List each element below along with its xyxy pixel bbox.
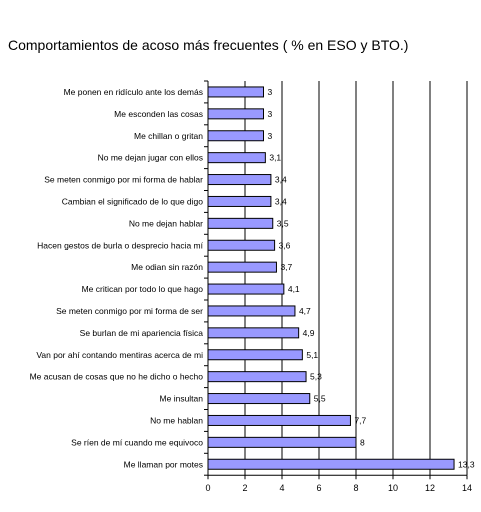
value-label: 3 [268, 109, 273, 119]
category-label: No me hablan [150, 415, 203, 425]
x-tick-label: 8 [353, 483, 358, 493]
category-label: Me odian sin razón [131, 262, 203, 272]
chart-title: Comportamientos de acoso más frecuentes … [8, 37, 409, 53]
bar [207, 195, 272, 207]
x-tick-label: 12 [425, 483, 435, 493]
category-label: No me dejan jugar con ellos [98, 153, 203, 163]
bar [207, 327, 300, 339]
value-labels: 3 3 3 3,1 3,4 3,4 3,5 3,6 3,7 4,1 4,7 4,9 5,1 5,3 5,5 7… [268, 87, 475, 469]
bar [207, 130, 264, 142]
x-tick-label: 10 [388, 483, 398, 493]
category-label: Me insultan [160, 394, 204, 404]
value-label: 3,4 [275, 196, 287, 206]
x-axis: 0 2 4 6 8 10 12 14 [204, 80, 472, 493]
value-label: 5,5 [314, 394, 326, 404]
bar [207, 371, 307, 383]
value-label: 3,4 [275, 175, 287, 185]
category-label: Me llaman por motes [124, 459, 203, 469]
value-label: 3,1 [269, 153, 281, 163]
category-label: Se ríen de mí cuando me equivoco [71, 437, 203, 447]
bar [207, 414, 351, 426]
value-label: 5,3 [310, 372, 322, 382]
category-label: Van por ahí contando mentiras acerca de … [36, 350, 203, 360]
category-label: No me dejan hablar [129, 218, 203, 228]
value-label: 3 [268, 131, 273, 141]
value-label: 8 [360, 437, 365, 447]
bar [207, 152, 266, 164]
x-tick-label: 6 [316, 483, 321, 493]
value-label: 3,5 [277, 218, 289, 228]
bar [207, 283, 285, 295]
x-tick-label: 4 [279, 483, 284, 493]
category-label: Me ponen en ridículo ante los demás [64, 87, 203, 97]
value-label: 4,9 [303, 328, 315, 338]
x-tick-label: 2 [242, 483, 247, 493]
x-tick-label: 0 [205, 483, 210, 493]
value-label: 3 [268, 87, 273, 97]
bar [207, 305, 296, 317]
category-label: Cambian el significado de lo que digo [62, 196, 204, 206]
category-label: Hacen gestos de burla o desprecio hacia … [37, 240, 203, 250]
category-label: Me acusan de cosas que no he dicho o hec… [30, 372, 204, 382]
bar [207, 349, 303, 361]
grid-lines [244, 81, 468, 476]
value-label: 4,7 [299, 306, 311, 316]
bar [207, 261, 277, 273]
category-labels: Me ponen en ridículo ante los demás Me es… [30, 87, 204, 469]
bar [207, 174, 272, 186]
category-label: Se burlan de mi apariencia física [80, 328, 204, 338]
category-label: Se meten conmigo por mi forma de hablar [44, 175, 203, 185]
bar [207, 217, 274, 229]
category-label: Me esconden las cosas [114, 109, 203, 119]
value-label: 3,6 [279, 240, 291, 250]
x-tick-label: 14 [462, 483, 472, 493]
value-label: 3,7 [280, 262, 292, 272]
bar [207, 458, 455, 470]
bar [207, 436, 357, 448]
value-label: 4,1 [288, 284, 300, 294]
bar [207, 108, 264, 120]
bar [207, 239, 276, 251]
category-label: Se meten conmigo por mi forma de ser [56, 306, 203, 316]
value-label: 13,3 [458, 459, 475, 469]
category-label: Me chillan o gritan [134, 131, 203, 141]
bar [207, 393, 311, 405]
category-label: Me critican por todo lo que hago [82, 284, 204, 294]
bar [207, 86, 264, 98]
value-label: 5,1 [306, 350, 318, 360]
value-label: 7,7 [354, 415, 366, 425]
